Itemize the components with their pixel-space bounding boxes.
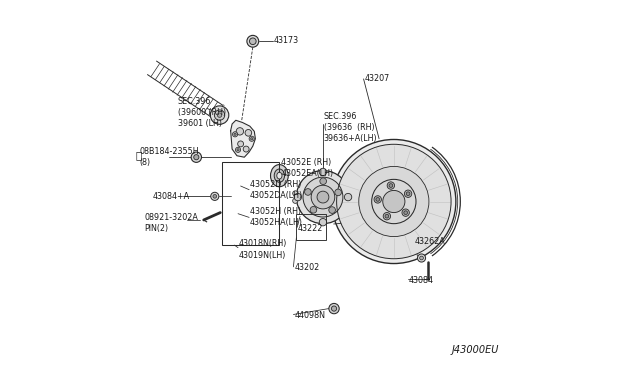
Circle shape bbox=[234, 133, 236, 135]
Circle shape bbox=[319, 168, 326, 176]
Circle shape bbox=[232, 132, 237, 137]
Circle shape bbox=[214, 110, 225, 120]
Text: 43052D (RH)
43052DA(LH): 43052D (RH) 43052DA(LH) bbox=[250, 180, 303, 200]
Circle shape bbox=[191, 152, 202, 162]
Circle shape bbox=[337, 144, 451, 259]
Ellipse shape bbox=[271, 164, 288, 187]
Circle shape bbox=[332, 140, 456, 263]
Circle shape bbox=[237, 149, 239, 151]
Circle shape bbox=[249, 136, 254, 141]
Text: 43207: 43207 bbox=[364, 74, 390, 83]
Text: SEC.396
(39600 (RH)
39601 (LH): SEC.396 (39600 (RH) 39601 (LH) bbox=[178, 97, 226, 128]
Text: 43084+A: 43084+A bbox=[153, 192, 190, 201]
Bar bbox=[222, 162, 280, 245]
Circle shape bbox=[376, 198, 380, 201]
Circle shape bbox=[420, 256, 424, 260]
Text: 43052E (RH)
43052EA(LH): 43052E (RH) 43052EA(LH) bbox=[281, 158, 333, 178]
Ellipse shape bbox=[277, 172, 282, 179]
Circle shape bbox=[359, 166, 429, 237]
Text: Ⓑ: Ⓑ bbox=[136, 150, 141, 160]
Circle shape bbox=[374, 196, 381, 203]
Polygon shape bbox=[230, 120, 255, 157]
Circle shape bbox=[194, 155, 199, 160]
Circle shape bbox=[372, 179, 416, 224]
Circle shape bbox=[211, 106, 229, 124]
Circle shape bbox=[236, 147, 241, 153]
Circle shape bbox=[320, 178, 326, 185]
Text: 43222: 43222 bbox=[298, 224, 323, 233]
Bar bbox=[296, 214, 326, 240]
Circle shape bbox=[251, 138, 253, 140]
Circle shape bbox=[311, 185, 335, 209]
Circle shape bbox=[344, 193, 352, 201]
Circle shape bbox=[383, 190, 405, 212]
Text: 08921-3202A
PIN(2): 08921-3202A PIN(2) bbox=[145, 213, 198, 233]
Text: 43052H (RH)
43052HA(LH): 43052H (RH) 43052HA(LH) bbox=[250, 207, 303, 227]
Circle shape bbox=[404, 190, 412, 198]
Circle shape bbox=[332, 306, 337, 311]
Circle shape bbox=[296, 170, 349, 224]
Text: 43173: 43173 bbox=[274, 36, 299, 45]
Circle shape bbox=[383, 212, 390, 220]
Circle shape bbox=[243, 146, 249, 152]
Circle shape bbox=[406, 192, 410, 196]
Circle shape bbox=[385, 214, 388, 218]
Text: 43084: 43084 bbox=[408, 276, 434, 285]
Text: J43000EU: J43000EU bbox=[452, 345, 499, 355]
Circle shape bbox=[417, 254, 426, 262]
Circle shape bbox=[329, 304, 339, 314]
Circle shape bbox=[237, 141, 244, 147]
Circle shape bbox=[329, 207, 335, 214]
Circle shape bbox=[218, 113, 222, 117]
Circle shape bbox=[294, 193, 301, 201]
Circle shape bbox=[236, 128, 244, 135]
Text: 43262A: 43262A bbox=[414, 237, 445, 246]
Circle shape bbox=[211, 192, 219, 201]
Circle shape bbox=[292, 198, 298, 203]
Circle shape bbox=[250, 38, 256, 45]
Circle shape bbox=[310, 206, 317, 213]
Circle shape bbox=[404, 211, 408, 215]
Circle shape bbox=[389, 184, 393, 187]
Ellipse shape bbox=[274, 169, 285, 182]
Circle shape bbox=[317, 191, 329, 203]
Text: 44098N: 44098N bbox=[294, 311, 325, 320]
Circle shape bbox=[247, 35, 259, 47]
Circle shape bbox=[245, 129, 252, 136]
Circle shape bbox=[402, 209, 410, 217]
Text: 43018N(RH)
43019N(LH): 43018N(RH) 43019N(LH) bbox=[239, 240, 287, 260]
Text: 43202: 43202 bbox=[294, 263, 319, 272]
Text: 08B184-2355H
(8): 08B184-2355H (8) bbox=[139, 147, 198, 167]
Circle shape bbox=[305, 189, 311, 195]
Circle shape bbox=[335, 189, 342, 196]
Circle shape bbox=[213, 195, 216, 198]
Text: SEC.396
(39636  (RH)
39636+A(LH): SEC.396 (39636 (RH) 39636+A(LH) bbox=[324, 112, 378, 143]
Circle shape bbox=[387, 182, 394, 189]
Circle shape bbox=[319, 218, 326, 226]
Circle shape bbox=[303, 177, 343, 217]
Circle shape bbox=[292, 191, 298, 196]
